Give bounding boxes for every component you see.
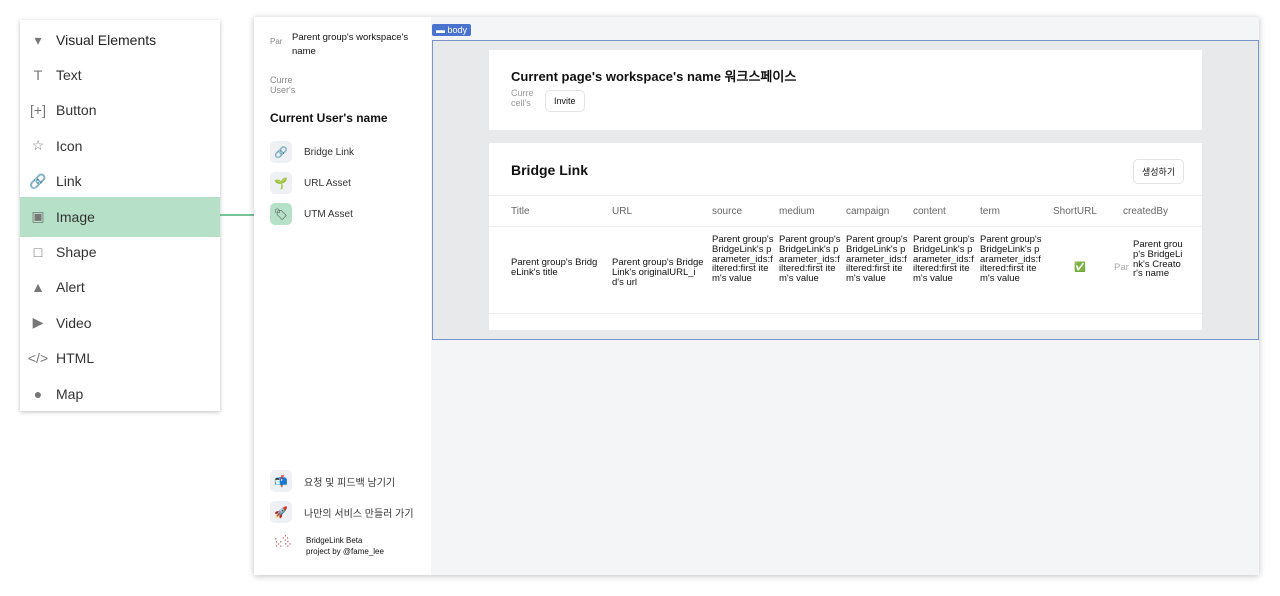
column-header-content: content bbox=[913, 206, 946, 217]
column-header-createdby: createdBy bbox=[1123, 206, 1169, 217]
palette-item-label: Link bbox=[56, 173, 82, 190]
bridgelink-logo: · ⁘ ⁙⁘ bbox=[274, 533, 293, 551]
nav-label: UTM Asset bbox=[304, 208, 353, 220]
column-header-shorturl: ShortURL bbox=[1053, 206, 1097, 217]
divider bbox=[489, 226, 1202, 227]
caret-down-icon: ▾ bbox=[34, 31, 42, 48]
section-title: Bridge Link bbox=[511, 162, 589, 178]
table-cell-param: Parent group's BridgeLink's parameter_id… bbox=[846, 234, 908, 285]
sidebar-item-bridge-link[interactable]: 🔗 Bridge Link bbox=[270, 141, 354, 163]
nav-label: URL Asset bbox=[304, 177, 351, 189]
divider bbox=[489, 195, 1202, 196]
sidebar-footer-item[interactable]: 📬 요청 및 피드백 남기기 bbox=[270, 470, 395, 492]
palette-item-link[interactable]: 🔗 Link bbox=[20, 161, 220, 201]
column-header-url: URL bbox=[612, 206, 633, 217]
app-window: Par Parent group's workspace's name Curr… bbox=[254, 17, 1259, 575]
footer-label: 요청 및 피드백 남기기 bbox=[304, 477, 396, 489]
workspace-header-card: Current page's workspace's name 워크스페이스 C… bbox=[489, 50, 1202, 130]
palette-item-shape[interactable]: □ Shape bbox=[20, 232, 220, 272]
visual-elements-palette: ▾ Visual Elements T Text [+] Button ☆ Icon 🔗 Lin… bbox=[20, 20, 220, 411]
table-cell-param: Parent group's BridgeLink's parameter_id… bbox=[980, 234, 1042, 285]
palette-item-video[interactable]: ▶ Video bbox=[20, 303, 220, 343]
palette-item-label: Alert bbox=[56, 279, 85, 296]
column-header-title: Title bbox=[511, 206, 530, 217]
user-avatar: Curre User's bbox=[270, 75, 296, 95]
table-cell-url: Parent group's BridgeLink's originalURL_… bbox=[612, 257, 704, 288]
palette-item-alert[interactable]: ▲ Alert bbox=[20, 267, 220, 307]
palette-item-image[interactable]: ▣ Image bbox=[20, 196, 220, 237]
rocket-icon: 🚀 bbox=[270, 501, 292, 523]
palette-header[interactable]: ▾ Visual Elements bbox=[20, 20, 220, 60]
sidebar: Par Parent group's workspace's name Curr… bbox=[254, 17, 431, 575]
create-button[interactable]: 생성하기 bbox=[1133, 159, 1185, 184]
sidebar-footer-item[interactable]: 🚀 나만의 서비스 만들러 가기 bbox=[270, 501, 414, 523]
sidebar-item-utm-asset[interactable]: 🏷 UTM Asset bbox=[270, 203, 353, 225]
image-icon: ▣ bbox=[31, 208, 45, 225]
brand-text: BridgeLink Beta project by @fame_lee bbox=[306, 536, 384, 556]
palette-item-button[interactable]: [+] Button bbox=[20, 90, 220, 130]
column-header-term: term bbox=[980, 206, 1000, 217]
table-cell-param: Parent group's BridgeLink's parameter_id… bbox=[712, 234, 774, 285]
workspace-title: Current page's workspace's name 워크스페이스 bbox=[511, 69, 797, 84]
palette-item-label: Icon bbox=[56, 137, 83, 154]
mailbox-icon: 📬 bbox=[270, 470, 292, 492]
workspace-name: Parent group's workspace's name bbox=[292, 32, 409, 57]
column-header-source: source bbox=[712, 206, 743, 217]
invite-button[interactable]: Invite bbox=[545, 90, 585, 112]
column-header-campaign: campaign bbox=[846, 206, 890, 217]
palette-item-label: Text bbox=[56, 67, 82, 83]
palette-item-label: Button bbox=[56, 102, 97, 119]
palette-item-label: Shape bbox=[56, 244, 97, 260]
table-cell-title: Parent group's BridgeLink's title bbox=[511, 257, 598, 278]
user-name: Current User's name bbox=[270, 111, 388, 125]
palette-item-label: Video bbox=[56, 314, 92, 331]
body-selection[interactable]: Current page's workspace's name 워크스페이스 C… bbox=[432, 40, 1259, 340]
palette-item-icon[interactable]: ☆ Icon bbox=[20, 126, 220, 166]
body-tag[interactable]: ▬ body bbox=[432, 24, 472, 36]
utm-asset-icon: 🏷 bbox=[270, 203, 292, 225]
member-avatar: Curre cell's bbox=[511, 88, 534, 108]
bridge-link-card: Bridge Link 생성하기 Title URL source medium cam… bbox=[489, 143, 1202, 330]
nav-label: Bridge Link bbox=[304, 146, 355, 158]
divider bbox=[489, 313, 1202, 314]
bridge-link-icon: 🔗 bbox=[270, 141, 292, 163]
palette-item-label: Image bbox=[56, 208, 95, 225]
video-icon: ▶ bbox=[32, 314, 44, 331]
creator-avatar: Par bbox=[1114, 262, 1129, 273]
text-icon: T bbox=[33, 67, 43, 83]
map-icon: ● bbox=[33, 385, 43, 402]
icon-icon: ☆ bbox=[31, 137, 45, 154]
workspace-image: Par bbox=[270, 37, 283, 46]
html-icon: </> bbox=[27, 350, 49, 367]
button-icon: [+] bbox=[30, 102, 46, 119]
url-asset-icon: 🌱 bbox=[270, 172, 292, 194]
palette-item-map[interactable]: ● Map bbox=[20, 374, 220, 414]
sidebar-item-url-asset[interactable]: 🌱 URL Asset bbox=[270, 172, 351, 194]
table-cell-param: Parent group's BridgeLink's parameter_id… bbox=[779, 234, 841, 285]
palette-item-label: Map bbox=[56, 385, 84, 402]
footer-label: 나만의 서비스 만들러 가기 bbox=[304, 508, 414, 520]
shorturl-check-icon: ✅ bbox=[1074, 262, 1086, 273]
alert-icon: ▲ bbox=[31, 279, 45, 296]
table-cell-creator: Parent group's BridgeLink's Creator's na… bbox=[1133, 239, 1183, 280]
column-header-medium: medium bbox=[779, 206, 815, 217]
table-cell-param: Parent group's BridgeLink's parameter_id… bbox=[913, 234, 975, 285]
palette-item-html[interactable]: </> HTML bbox=[20, 338, 220, 378]
shape-icon: □ bbox=[33, 244, 43, 260]
palette-item-text[interactable]: T Text bbox=[20, 55, 220, 95]
palette-item-label: HTML bbox=[56, 350, 95, 367]
link-icon: 🔗 bbox=[29, 172, 47, 189]
